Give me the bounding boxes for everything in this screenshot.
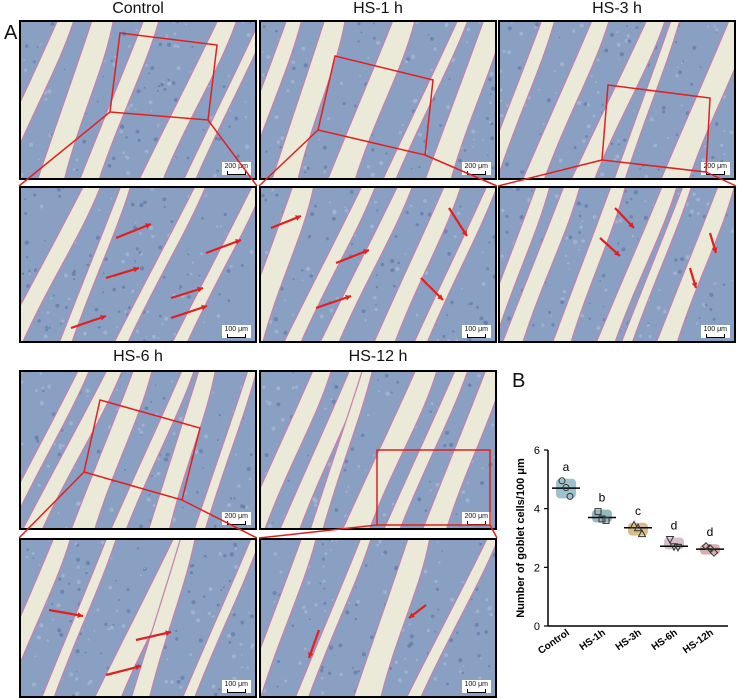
data-point: [673, 543, 683, 552]
y-tick-label: 6: [534, 445, 540, 457]
title-hs-3h: HS-3 h: [592, 0, 642, 17]
y-axis-label: Number of goblet cells/100 μm: [515, 458, 527, 618]
title-hs-12h: HS-12 h: [348, 348, 408, 365]
data-point: [633, 523, 643, 532]
data-point: [594, 508, 602, 516]
goblet-cell-chart: 0 2 4 6 Number of goblet cells/100 μm a Contro…: [515, 445, 728, 657]
arrow-marker: [48, 608, 84, 618]
significance-letter: c: [635, 504, 641, 518]
arrow-marker: [135, 630, 172, 642]
arrow-head: [711, 247, 718, 253]
arrow-head: [201, 304, 207, 311]
micrograph-hs3-low: 200 μm: [498, 20, 736, 180]
micrograph-hs6-high: 100 μm: [19, 538, 257, 698]
arrow-head: [197, 286, 203, 293]
arrow-head: [691, 282, 698, 288]
x-tick-label: Control: [536, 627, 572, 657]
title-control: Control: [112, 0, 164, 17]
x-tick-label: HS-12h: [681, 627, 716, 656]
arrow-marker: [205, 238, 242, 255]
data-point: [558, 477, 566, 485]
scale-bar: 200 μm: [221, 512, 251, 525]
scale-bar: 200 μm: [700, 162, 730, 175]
arrow-marker: [70, 314, 107, 330]
micrograph-hs1-high: 100 μm: [259, 186, 497, 343]
arrow-marker: [105, 664, 142, 677]
data-point: [705, 544, 715, 553]
y-tick-label: 4: [534, 504, 540, 516]
panel-b-letter: B: [512, 370, 526, 392]
micrograph-hs6-low: 200 μm: [19, 370, 257, 530]
arrow-head: [628, 222, 634, 228]
arrow-head: [145, 223, 151, 229]
micrograph-control-low: 200 μm: [19, 20, 257, 180]
data-point: [562, 484, 570, 492]
arrow-head: [461, 230, 467, 236]
arrow-head: [437, 294, 443, 300]
title-hs-1h: HS-1 h: [353, 0, 403, 17]
arrow-marker: [270, 214, 302, 230]
arrow-marker: [170, 286, 204, 300]
arrow-head: [295, 215, 301, 221]
micrograph-hs12-low: 200 μm: [259, 370, 497, 530]
x-tick-label: HS-1h: [578, 627, 608, 653]
data-point: [637, 529, 647, 538]
data-point: [665, 535, 675, 545]
arrow-head: [308, 652, 314, 658]
x-tick-label: HS-6h: [650, 627, 680, 653]
scale-bar: 100 μm: [461, 680, 491, 693]
data-point: [602, 516, 610, 524]
micrograph-hs1-low: 200 μm: [259, 20, 497, 180]
x-tick-label: HS-3h: [614, 627, 644, 653]
panel-a-letter: A: [4, 22, 18, 44]
arrow-marker: [115, 222, 152, 240]
data-point: [629, 520, 639, 529]
significance-letter: d: [671, 518, 678, 532]
title-hs-6h: HS-6 h: [113, 348, 163, 365]
y-tick-label: 0: [534, 621, 540, 633]
scale-bar: 100 μm: [461, 325, 491, 338]
data-point: [566, 492, 574, 500]
arrow-marker: [170, 304, 208, 320]
micrograph-hs3-high: 100 μm: [498, 186, 736, 343]
scale-bar: 100 μm: [221, 325, 251, 338]
scale-bar: 200 μm: [461, 512, 491, 525]
arrow-head: [165, 630, 171, 636]
scale-bar: 200 μm: [221, 162, 251, 175]
significance-letter: b: [599, 491, 606, 505]
significance-letter: d: [707, 525, 714, 539]
scale-bar: 100 μm: [221, 680, 251, 693]
y-tick-label: 2: [534, 562, 540, 574]
significance-letter: a: [563, 460, 570, 474]
micrograph-control-high: 100 μm: [19, 186, 257, 343]
arrow-marker: [105, 266, 140, 280]
arrow-head: [363, 249, 369, 255]
data-point: [598, 515, 606, 523]
arrow-marker: [315, 294, 352, 310]
scale-bar: 200 μm: [461, 162, 491, 175]
micrograph-hs12-high: 100 μm: [259, 538, 497, 698]
data-point: [701, 542, 711, 551]
arrow-head: [100, 314, 106, 321]
arrow-head: [345, 294, 351, 301]
arrow-head: [409, 612, 415, 618]
arrow-marker: [448, 207, 468, 237]
arrow-marker: [335, 248, 370, 265]
arrow-head: [77, 612, 83, 618]
arrow-head: [135, 664, 141, 671]
arrow-head: [235, 239, 241, 245]
data-point: [709, 548, 719, 557]
arrow-head: [133, 266, 139, 273]
scale-bar: 100 μm: [700, 325, 730, 338]
arrow-head: [614, 250, 620, 256]
